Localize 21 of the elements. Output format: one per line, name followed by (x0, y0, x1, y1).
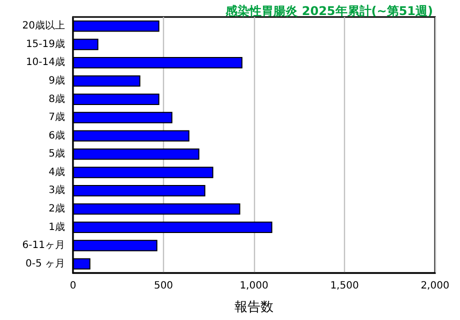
y-tick-label: 10-14歳 (26, 56, 65, 68)
y-tick-label: 20歳以上 (22, 20, 65, 32)
y-tick-label: 5歳 (48, 148, 65, 160)
x-tick-label: 500 (154, 280, 174, 292)
y-tick-label: 3歳 (48, 184, 65, 196)
y-tick-label: 8歳 (48, 92, 65, 105)
x-tick-label: 1,000 (240, 280, 268, 292)
y-tick-label: 6歳 (48, 129, 65, 142)
y-tick-label: 9歳 (48, 74, 65, 86)
x-axis-title: 報告数 (234, 300, 274, 315)
y-tick-label: 1歳 (48, 220, 65, 233)
y-tick-label: 7歳 (48, 111, 65, 124)
y-tick-label: 0-5 ヶ月 (25, 258, 65, 270)
y-tick-label: 4歳 (48, 166, 65, 178)
y-tick-label: 15-19歳 (26, 38, 65, 50)
chart-title: 感染性胃腸炎 2025年累計(~第51週) (224, 4, 434, 18)
x-tick-label: 2,000 (420, 280, 450, 292)
y-tick-label: 2歳 (48, 202, 65, 214)
y-tick-label: 6-11ヶ月 (22, 240, 65, 252)
x-tick-label: 0 (70, 280, 76, 292)
x-tick-label: 1,500 (330, 280, 359, 292)
